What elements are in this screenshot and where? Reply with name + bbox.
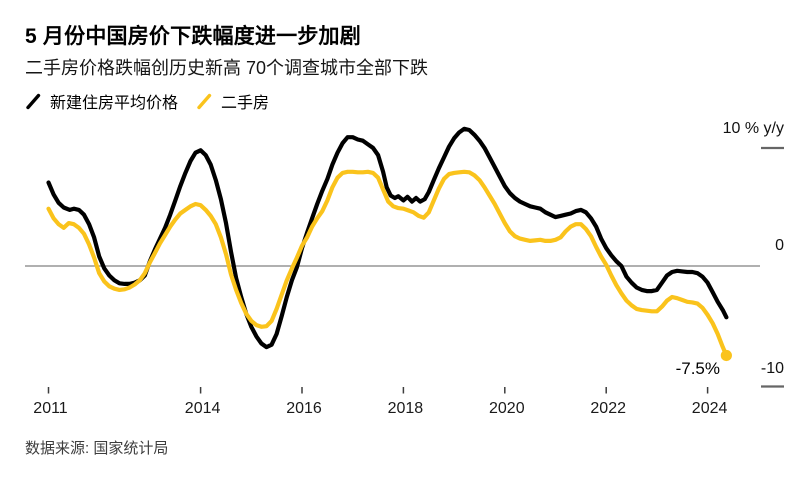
last-value-annotation: -7.5%: [675, 359, 720, 378]
x-axis-year-label: 2020: [489, 400, 525, 417]
series-end-dot: [720, 349, 732, 362]
legend-item-new-homes: 新建住房平均价格: [25, 89, 178, 113]
legend-item-second-hand: 二手房: [196, 89, 269, 113]
black-line-swatch-icon: [26, 93, 41, 109]
series-line-new-homes: [46, 126, 729, 350]
x-axis-year-label: 2022: [590, 400, 626, 417]
y-axis-zero-label: 0: [775, 237, 784, 254]
x-axis-year-label: 2014: [184, 400, 221, 417]
series-line-second-hand: [46, 169, 729, 358]
x-axis-year-label: 2018: [387, 400, 424, 417]
y-axis-bottom-label: -10: [760, 360, 784, 377]
x-axis-year-label: 2016: [286, 400, 322, 417]
x-axis-year-label: 2011: [33, 400, 68, 417]
chart-subtitle: 二手房价格跌幅创历史新高 70个调查城市全部下跌: [25, 58, 429, 78]
y-axis-top-label: 10 % y/y: [722, 120, 784, 137]
page-title: 5 月份中国房价下跌幅度进一步加剧: [25, 25, 361, 48]
chart-legend: 新建住房平均价格 二手房: [25, 89, 269, 113]
source-note: 数据来源: 国家统计局: [25, 440, 169, 457]
legend-label-new-homes: 新建住房平均价格: [50, 95, 179, 112]
legend-label-second-hand: 二手房: [221, 95, 270, 112]
x-axis-year-label: 2024: [691, 400, 728, 417]
yellow-line-swatch-icon: [197, 93, 212, 109]
